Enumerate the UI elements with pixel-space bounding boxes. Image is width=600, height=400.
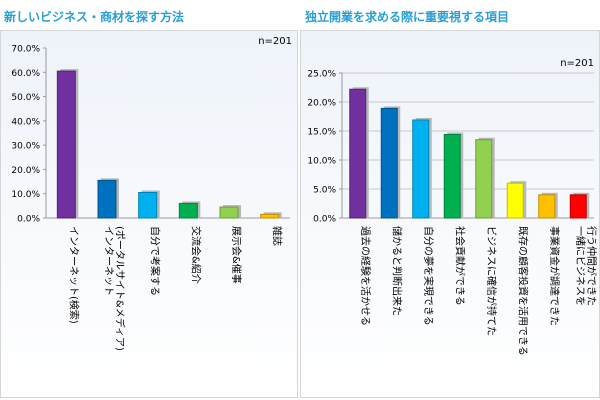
bar bbox=[412, 119, 430, 219]
y-tick-label: 5.0% bbox=[313, 186, 336, 196]
bar bbox=[569, 194, 587, 219]
y-tick-label: 15.0% bbox=[307, 128, 336, 138]
x-category-label: 過去の経験を活かせる bbox=[359, 226, 372, 326]
x-category-label: 事業資金が調達できた bbox=[548, 226, 561, 326]
x-category-label: 一緒にビジネスを bbox=[574, 226, 587, 306]
x-category-label: 交流会&紹介 bbox=[189, 226, 202, 284]
bar bbox=[506, 182, 524, 219]
y-tick-label: 25.0% bbox=[307, 70, 336, 80]
y-tick-label: 20.0% bbox=[307, 99, 336, 109]
y-tick-label: 10.0% bbox=[307, 157, 336, 167]
bar bbox=[349, 88, 367, 219]
x-category-label: 行う仲間ができた bbox=[585, 226, 598, 306]
bar bbox=[380, 107, 398, 219]
important-factors-chart: n=201 0.0% 5.0% 10.0% 15.0% 20.0% 25.0% 過去の経験を活… bbox=[300, 30, 600, 398]
x-category-label: インターネット(検索) bbox=[67, 226, 80, 324]
bar bbox=[443, 133, 461, 219]
y-tick-label: 10.0% bbox=[11, 190, 40, 200]
x-category-label: (ポータルサイト&メディア) bbox=[114, 226, 127, 351]
bar bbox=[219, 206, 239, 219]
y-tick-label: 0.0% bbox=[17, 215, 40, 225]
x-category-label: 社会貢献ができる bbox=[453, 226, 466, 306]
sample-size-note: n=201 bbox=[560, 58, 594, 69]
y-tick-label: 40.0% bbox=[11, 117, 40, 127]
bar bbox=[260, 213, 280, 219]
bar bbox=[475, 139, 493, 219]
y-tick-label: 60.0% bbox=[11, 69, 40, 79]
x-category-label: 儲かると判断出来た bbox=[390, 226, 403, 316]
bar bbox=[56, 70, 76, 219]
right-chart-title: 独立開業を求める際に重要視する項目 bbox=[305, 10, 510, 24]
y-tick-label: 50.0% bbox=[11, 93, 40, 103]
x-category-label: 自分の夢を実現できる bbox=[422, 226, 435, 326]
x-category-label: ビジネスに確信が持てた bbox=[485, 226, 498, 336]
bar bbox=[538, 194, 556, 219]
left-chart-title: 新しいビジネス・商材を探す方法 bbox=[4, 10, 185, 24]
y-tick-label: 0.0% bbox=[313, 215, 336, 225]
search-methods-chart: n=201 0.0% 10.0% 20.0% 30.0% 40.0% 50.0% 60.0% 7… bbox=[0, 30, 298, 398]
bar bbox=[178, 202, 198, 219]
y-tick-label: 70.0% bbox=[11, 45, 40, 55]
y-tick-label: 20.0% bbox=[11, 166, 40, 176]
x-category-label: インターネット bbox=[103, 226, 115, 296]
y-tick-label: 30.0% bbox=[11, 142, 40, 152]
x-category-label: 自分で考案する bbox=[149, 226, 162, 296]
bar bbox=[138, 192, 158, 219]
x-category-label: 雑誌 bbox=[271, 226, 284, 246]
sample-size-note: n=201 bbox=[258, 36, 292, 47]
x-category-label: 既存の顧客投資を活用できる bbox=[516, 226, 529, 356]
x-category-label: 展示会&催事 bbox=[230, 226, 243, 284]
bar bbox=[97, 179, 117, 219]
